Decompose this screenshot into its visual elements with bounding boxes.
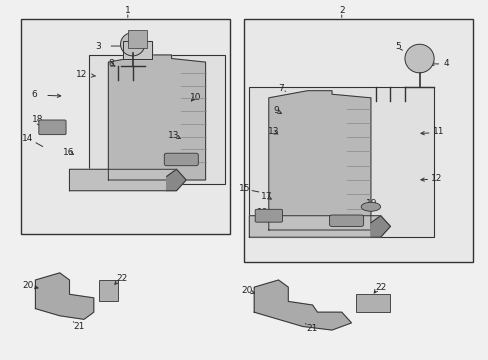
Text: 19: 19 <box>257 208 268 217</box>
Ellipse shape <box>361 202 380 211</box>
FancyBboxPatch shape <box>329 215 363 226</box>
Text: 10: 10 <box>190 93 201 102</box>
Text: 13: 13 <box>168 131 180 140</box>
Text: 6: 6 <box>32 90 37 99</box>
Bar <box>356 294 389 312</box>
Polygon shape <box>166 169 186 191</box>
Bar <box>249 87 433 237</box>
Bar <box>127 30 147 48</box>
Text: 8: 8 <box>108 59 113 68</box>
Text: 4: 4 <box>443 59 448 68</box>
Text: 11: 11 <box>432 127 444 136</box>
Bar <box>99 280 118 301</box>
Polygon shape <box>268 91 370 230</box>
Text: 7: 7 <box>278 84 283 93</box>
Text: 5: 5 <box>394 41 400 50</box>
Text: 22: 22 <box>116 274 127 283</box>
Text: 13: 13 <box>267 127 279 136</box>
Polygon shape <box>254 280 351 330</box>
Text: 19: 19 <box>366 199 377 208</box>
Text: 1: 1 <box>124 6 130 15</box>
Ellipse shape <box>120 33 144 56</box>
FancyBboxPatch shape <box>164 153 198 166</box>
Polygon shape <box>35 273 94 319</box>
Text: 12: 12 <box>430 174 441 183</box>
Text: 18: 18 <box>163 154 175 163</box>
Text: 18: 18 <box>32 116 43 125</box>
Polygon shape <box>69 169 186 191</box>
Text: 21: 21 <box>305 324 317 333</box>
Text: 15: 15 <box>238 184 250 193</box>
Polygon shape <box>370 216 389 237</box>
Text: 17: 17 <box>260 192 272 201</box>
Text: 12: 12 <box>76 70 87 79</box>
Text: 16: 16 <box>62 148 74 157</box>
FancyBboxPatch shape <box>255 209 282 222</box>
Text: 20: 20 <box>241 286 252 295</box>
Text: 2: 2 <box>338 6 344 15</box>
Text: 21: 21 <box>73 322 85 331</box>
Bar <box>89 55 224 184</box>
Bar <box>244 19 472 262</box>
Polygon shape <box>108 55 205 180</box>
Polygon shape <box>122 41 152 59</box>
Bar <box>21 19 229 234</box>
Ellipse shape <box>404 44 433 73</box>
Polygon shape <box>249 216 389 237</box>
Text: 22: 22 <box>374 283 386 292</box>
Text: 14: 14 <box>22 134 34 143</box>
Text: 3: 3 <box>96 41 102 50</box>
FancyBboxPatch shape <box>39 120 66 135</box>
Text: 9: 9 <box>273 106 279 115</box>
Text: 20: 20 <box>22 281 34 290</box>
